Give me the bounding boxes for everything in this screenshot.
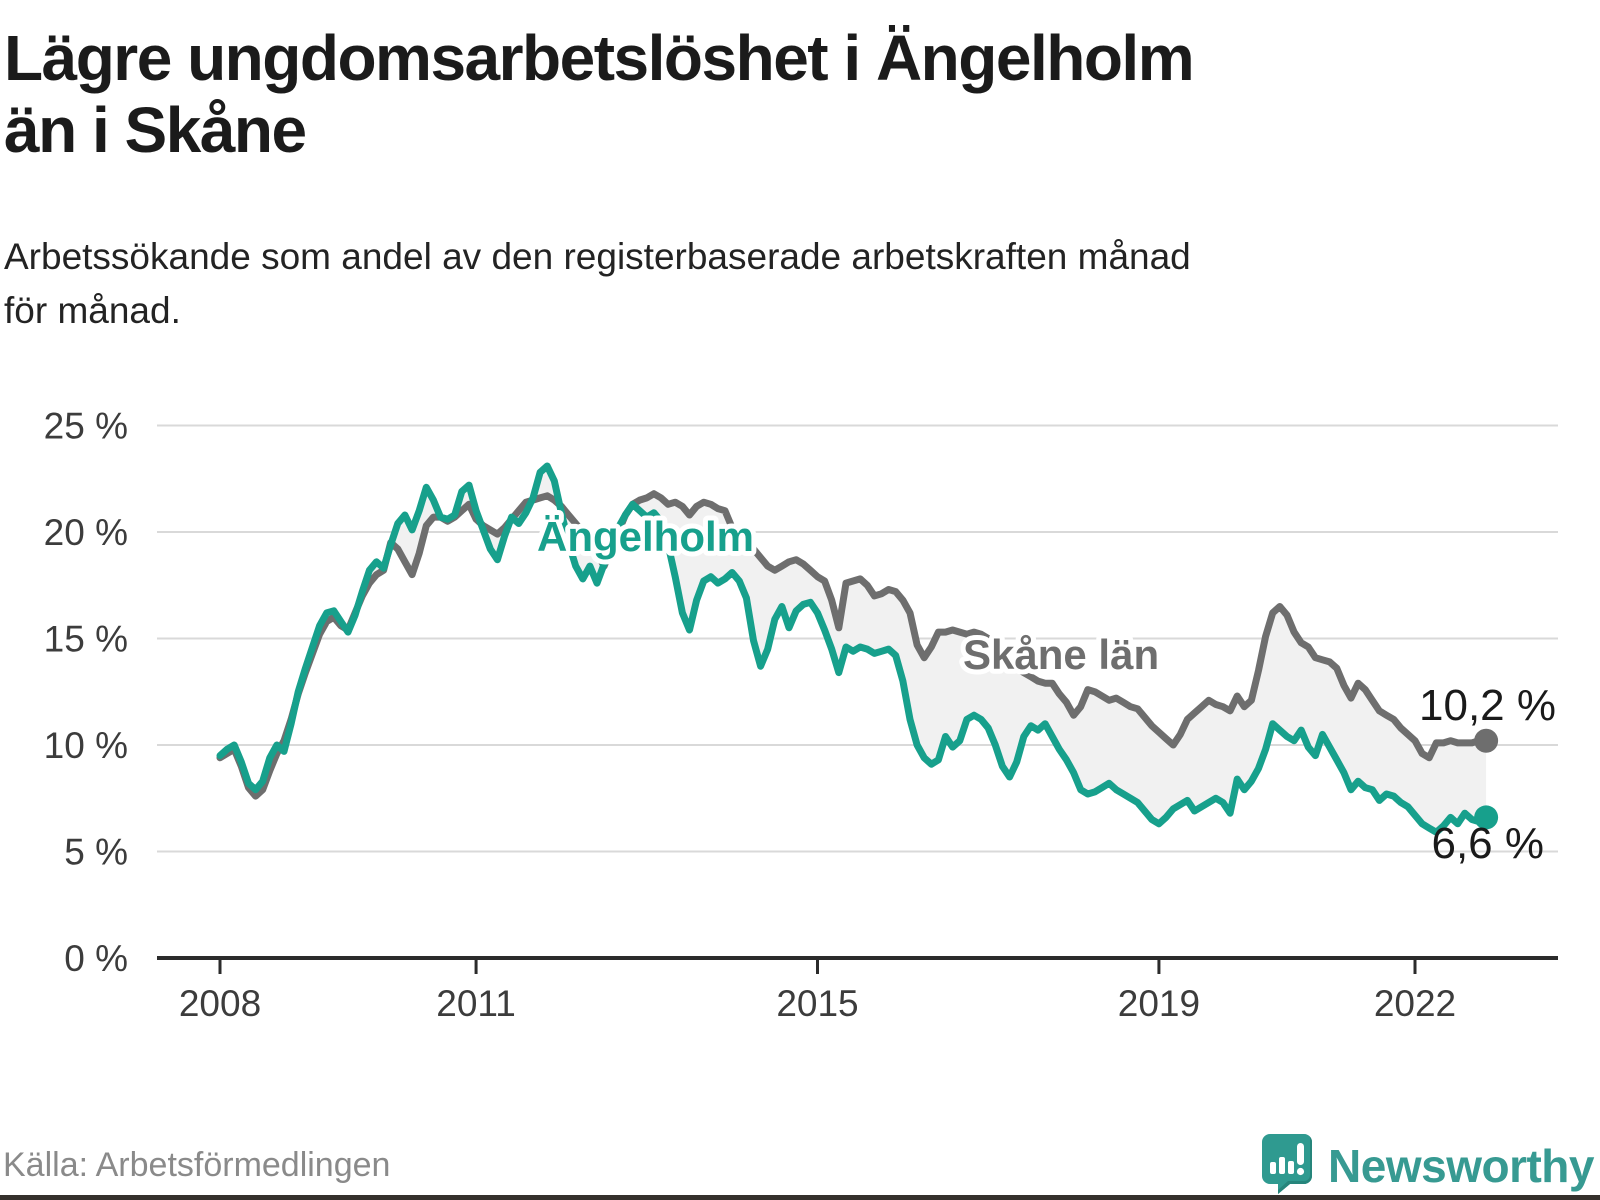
series-label-angelholm: Ängelholm xyxy=(537,513,754,560)
y-tick-label: 15 % xyxy=(44,618,128,659)
end-dot-skane xyxy=(1474,728,1499,753)
y-tick-label: 20 % xyxy=(44,512,128,553)
y-tick-label: 0 % xyxy=(64,938,128,979)
y-tick-label: 5 % xyxy=(64,831,128,872)
x-tick-label: 2008 xyxy=(179,983,261,1024)
bottom-divider xyxy=(0,1195,1600,1200)
page-title: Lägre ungdomsarbetslöshet i Ängelholm än… xyxy=(4,22,1564,167)
y-tick-label: 25 % xyxy=(44,405,128,446)
x-tick-label: 2011 xyxy=(436,983,516,1024)
title-line-2: än i Skåne xyxy=(4,94,307,167)
end-value-label-angelholm: 6,6 % xyxy=(1431,819,1544,868)
series-line-angelholm xyxy=(216,462,1490,836)
y-tick-label: 10 % xyxy=(44,725,128,766)
source-note: Källa: Arbetsförmedlingen xyxy=(3,1146,391,1184)
subtitle-line-1: Arbetssökande som andel av den registerb… xyxy=(4,236,1191,277)
subtitle-line-2: för månad. xyxy=(4,290,181,332)
x-tick-label: 2019 xyxy=(1118,983,1200,1024)
brand-logo: Newsworthy xyxy=(1260,1132,1594,1199)
end-value-label-skane: 10,2 % xyxy=(1419,681,1556,730)
bar-chart-speech-bubble-icon xyxy=(1260,1132,1314,1199)
series-label-skane: Skåne län xyxy=(963,631,1159,678)
series-line-skane xyxy=(216,490,1490,800)
end-dot-angelholm xyxy=(1474,805,1499,830)
brand-name: Newsworthy xyxy=(1328,1139,1594,1192)
title-line-1: Lägre ungdomsarbetslöshet i Ängelholm xyxy=(4,22,1195,94)
chart-subtitle: Arbetssökande som andel av den registerb… xyxy=(4,230,1564,339)
x-tick-label: 2015 xyxy=(776,983,858,1024)
x-tick-label: 2022 xyxy=(1374,983,1456,1024)
